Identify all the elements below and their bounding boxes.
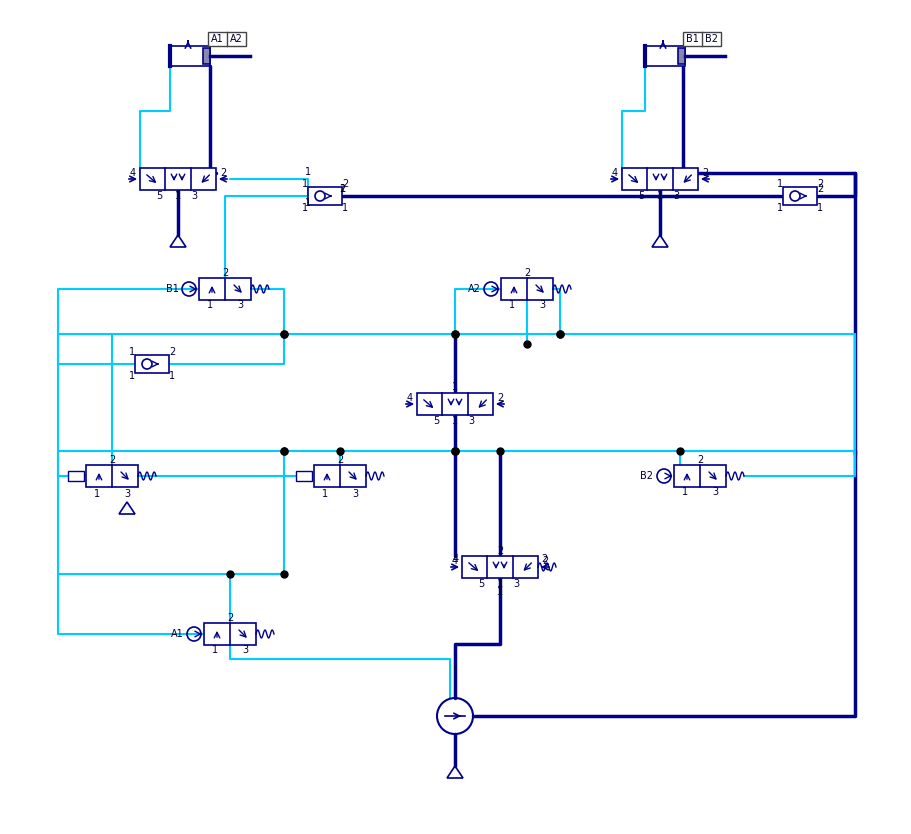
Text: 2: 2 — [816, 179, 823, 189]
Text: 1: 1 — [496, 587, 503, 597]
Text: 2: 2 — [339, 184, 344, 194]
Bar — [140, 168, 216, 190]
Bar — [308, 187, 342, 205]
Text: 2: 2 — [496, 546, 503, 556]
Text: 2: 2 — [108, 455, 115, 465]
Text: 1: 1 — [302, 179, 308, 189]
Text: 1: 1 — [508, 300, 515, 310]
Text: 5: 5 — [156, 191, 162, 201]
Bar — [204, 623, 256, 645]
Bar — [783, 187, 816, 205]
Text: 4: 4 — [451, 556, 457, 566]
Text: 2: 2 — [342, 179, 348, 189]
Text: 2: 2 — [701, 168, 708, 178]
Text: 2: 2 — [169, 347, 175, 357]
Text: A1: A1 — [210, 34, 223, 44]
Bar — [673, 465, 725, 487]
Text: 1: 1 — [128, 347, 135, 357]
Text: 1: 1 — [175, 191, 181, 201]
Text: 2: 2 — [696, 455, 702, 465]
Text: 5: 5 — [477, 579, 484, 589]
Bar — [621, 168, 697, 190]
Text: 1: 1 — [816, 203, 822, 213]
Bar — [644, 46, 684, 66]
Text: A2: A2 — [230, 34, 242, 44]
Text: 2: 2 — [541, 556, 548, 566]
Text: 3: 3 — [237, 300, 243, 310]
Text: 1: 1 — [302, 203, 308, 213]
Text: 1: 1 — [656, 191, 662, 201]
Text: B2: B2 — [704, 34, 717, 44]
Text: 1: 1 — [322, 489, 328, 499]
Text: 2: 2 — [540, 554, 547, 564]
Bar — [677, 48, 684, 64]
Text: 3: 3 — [468, 416, 475, 426]
Text: 3: 3 — [513, 579, 519, 589]
Text: 1: 1 — [452, 382, 457, 392]
Text: 2: 2 — [227, 613, 233, 623]
Bar — [296, 471, 312, 481]
Text: 3: 3 — [352, 489, 358, 499]
Text: 3: 3 — [191, 191, 198, 201]
Text: 4: 4 — [611, 168, 618, 178]
Text: 3: 3 — [673, 191, 679, 201]
Text: 2: 2 — [816, 184, 823, 194]
Text: 4: 4 — [406, 393, 413, 403]
Text: 1: 1 — [128, 371, 135, 381]
Bar — [169, 46, 210, 66]
Bar — [416, 393, 493, 415]
Text: B1: B1 — [166, 284, 179, 294]
Text: 1: 1 — [304, 198, 311, 208]
Text: 1: 1 — [169, 371, 175, 381]
Bar — [199, 278, 251, 300]
Bar — [313, 465, 365, 487]
Text: 1: 1 — [452, 416, 457, 426]
Text: 4: 4 — [129, 168, 136, 178]
Text: 1: 1 — [340, 184, 345, 194]
Bar — [462, 556, 537, 578]
Text: 1: 1 — [94, 489, 100, 499]
Text: B2: B2 — [640, 471, 653, 481]
Bar — [682, 32, 721, 46]
Text: 1: 1 — [207, 300, 213, 310]
Text: 2: 2 — [336, 455, 343, 465]
Bar — [500, 278, 552, 300]
Text: 5: 5 — [638, 191, 644, 201]
Bar — [68, 471, 84, 481]
Text: A1: A1 — [170, 629, 183, 639]
Text: 3: 3 — [241, 645, 248, 655]
Text: 1: 1 — [496, 579, 503, 589]
Bar — [86, 465, 138, 487]
Text: 1: 1 — [776, 203, 783, 213]
Text: A2: A2 — [467, 284, 480, 294]
Text: 3: 3 — [711, 487, 717, 497]
Text: 1: 1 — [304, 167, 311, 177]
Text: 5: 5 — [433, 416, 439, 426]
Bar — [135, 355, 169, 373]
Text: 2: 2 — [220, 168, 226, 178]
Text: 3: 3 — [124, 489, 130, 499]
Text: 2: 2 — [523, 268, 529, 278]
Text: 1: 1 — [342, 203, 348, 213]
Text: 2: 2 — [496, 393, 503, 403]
Text: 4: 4 — [453, 554, 458, 564]
Text: B1: B1 — [685, 34, 698, 44]
Text: 2: 2 — [221, 268, 228, 278]
Bar — [203, 48, 210, 64]
Text: 1: 1 — [681, 487, 687, 497]
Text: 1: 1 — [776, 179, 783, 189]
Text: 3: 3 — [538, 300, 545, 310]
Bar — [208, 32, 246, 46]
Text: 1: 1 — [211, 645, 218, 655]
